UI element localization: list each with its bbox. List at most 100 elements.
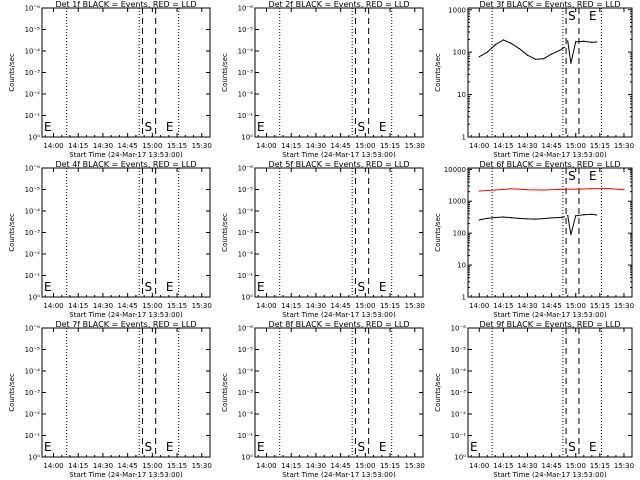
panel-9-ytick-label-4: 10⁻⁴ bbox=[451, 368, 467, 376]
panel-6-series-1-point bbox=[575, 215, 577, 217]
panel-2-ytick-label-6: 10⁻⁶ bbox=[238, 5, 254, 13]
panel-6-series-0-point bbox=[623, 189, 625, 191]
panel-4-ytick-label-4: 10⁻⁴ bbox=[25, 208, 41, 216]
panel-6-xtick-label-2: 14:30 bbox=[517, 302, 537, 310]
panel-5-ytick-label-4: 10⁻⁴ bbox=[238, 208, 254, 216]
panel-8-ylabel: Counts/sec bbox=[221, 373, 229, 412]
panel-1-marker-s-1: S bbox=[144, 120, 152, 134]
panel-3-series-0-point bbox=[551, 53, 553, 55]
panel-2-ytick-label-0: 10⁰ bbox=[241, 134, 253, 142]
panel-4-frame bbox=[41, 167, 211, 298]
panel-7-ytick-label-3: 10⁻³ bbox=[25, 389, 41, 397]
panel-7-xtick-label-4: 15:00 bbox=[142, 462, 162, 470]
panel-7-frame bbox=[41, 327, 211, 458]
panel-6-xlabel: Start Time (24-Mar-17 13:53:00) bbox=[493, 311, 607, 319]
panel-6-series-0-point bbox=[575, 188, 577, 190]
panel-1-xlabel: Start Time (24-Mar-17 13:53:00) bbox=[69, 151, 183, 159]
panel-6-series-1-point bbox=[591, 213, 593, 215]
panel-7-ytick-label-4: 10⁻⁴ bbox=[25, 368, 41, 376]
panel-3-series-0-point bbox=[518, 48, 521, 50]
panel-5-xtick-label-6: 15:30 bbox=[405, 302, 425, 310]
panel-6-series-1-point bbox=[542, 218, 545, 220]
panel-3-title: Det 3f BLACK = Events, RED = LLD bbox=[479, 0, 620, 9]
panel-3-series-0-point bbox=[570, 62, 572, 64]
panel-6-series-0-point bbox=[542, 189, 545, 191]
panel-9-marker-e-0: E bbox=[470, 440, 478, 454]
panel-7-ytick-label-0: 10⁰ bbox=[28, 454, 40, 462]
panel-6-series-0-point bbox=[591, 188, 593, 190]
panel-1-xtick-label-2: 14:30 bbox=[93, 142, 113, 150]
panel-8-xtick-label-0: 14:00 bbox=[256, 462, 276, 470]
panel-6-series-1-point bbox=[570, 234, 572, 236]
panel-2-ytick-label-3: 10⁻³ bbox=[238, 69, 254, 77]
panel-5: Det 5f BLACK = Events, RED = LLD Counts/s… bbox=[221, 160, 425, 319]
panel-7-xlabel: Start Time (24-Mar-17 13:53:00) bbox=[69, 471, 183, 479]
panel-1-ytick-label-6: 10⁻⁶ bbox=[25, 5, 41, 13]
panel-6-series-1-point bbox=[486, 217, 488, 220]
panel-7-xtick-label-3: 14:45 bbox=[118, 462, 138, 470]
panel-7-ytick-label-2: 10⁻² bbox=[25, 411, 41, 419]
panel-4-xtick-label-4: 15:00 bbox=[142, 302, 162, 310]
panel-3-xtick-label-4: 15:00 bbox=[566, 142, 586, 150]
panel-5-xtick-label-1: 14:15 bbox=[281, 302, 301, 310]
panel-5-marker-s-1: S bbox=[357, 280, 365, 294]
panel-7-xtick-label-0: 14:00 bbox=[43, 462, 63, 470]
panel-9-xtick-label-1: 14:15 bbox=[493, 462, 513, 470]
panel-5-xtick-label-0: 14:00 bbox=[256, 302, 276, 310]
panel-1-ytick-label-2: 10⁻² bbox=[25, 91, 41, 99]
panel-1-xtick-label-3: 14:45 bbox=[118, 142, 138, 150]
panel-7-marker-e-2: E bbox=[166, 440, 174, 454]
panel-6-series-1-point bbox=[567, 214, 569, 217]
panel-2-title: Det 2f BLACK = Events, RED = LLD bbox=[268, 0, 409, 9]
panel-9-xtick-label-5: 15:15 bbox=[590, 462, 610, 470]
panel-4-ytick-label-6: 10⁻⁶ bbox=[25, 165, 41, 173]
panel-5-ytick-label-3: 10⁻³ bbox=[238, 229, 254, 237]
panel-1-ytick-label-4: 10⁻⁴ bbox=[25, 48, 41, 56]
panel-6-series-1-point bbox=[596, 214, 598, 216]
panel-3-xtick-label-1: 14:15 bbox=[493, 142, 513, 150]
panel-6-xtick-label-1: 14:15 bbox=[493, 302, 513, 310]
panel-6-series-0-segment-0 bbox=[479, 187, 625, 192]
panel-8-xtick-label-1: 14:15 bbox=[281, 462, 301, 470]
panel-3-series-0-point bbox=[563, 46, 566, 48]
panel-5-ytick-label-0: 10⁰ bbox=[241, 294, 253, 302]
panel-4: Det 4f BLACK = Events, RED = LLD Counts/s… bbox=[8, 160, 212, 319]
panel-4-xtick-label-5: 15:15 bbox=[167, 302, 187, 310]
panel-8-ytick-label-2: 10⁻² bbox=[238, 411, 254, 419]
panel-2-xtick-label-1: 14:15 bbox=[281, 142, 301, 150]
panel-3-xtick-label-0: 14:00 bbox=[469, 142, 489, 150]
panel-6-xtick-label-4: 15:00 bbox=[566, 302, 586, 310]
panel-7-xtick-label-5: 15:15 bbox=[167, 462, 187, 470]
panel-1-ytick-label-5: 10⁻⁵ bbox=[25, 26, 41, 34]
panel-8-ytick-label-3: 10⁻³ bbox=[238, 389, 254, 397]
panel-1-marker-e-2: E bbox=[166, 120, 174, 134]
panel-6-series-1-point bbox=[518, 217, 521, 220]
panel-3-series-0-point bbox=[534, 58, 537, 60]
panel-9-xtick-label-3: 14:45 bbox=[542, 462, 562, 470]
panel-8-ytick-label-4: 10⁻⁴ bbox=[238, 368, 254, 376]
panel-3-marker-e-1: E bbox=[589, 9, 597, 23]
panel-3-ytick-label-2: 100 bbox=[453, 49, 466, 57]
panel-2-ytick-label-5: 10⁻⁵ bbox=[238, 26, 254, 34]
panel-8-ytick-label-5: 10⁻⁵ bbox=[238, 346, 254, 354]
panel-4-ylabel: Counts/sec bbox=[8, 213, 16, 252]
panel-3-series-0-segment-1 bbox=[567, 40, 597, 64]
panel-9: Det 9f BLACK = Events, RED = LLD Counts/s… bbox=[434, 320, 634, 479]
panel-4-xtick-label-3: 14:45 bbox=[118, 302, 138, 310]
panel-6-marker-e-1: E bbox=[589, 169, 597, 183]
panel-4-xtick-label-0: 14:00 bbox=[43, 302, 63, 310]
panel-4-marker-e-2: E bbox=[166, 280, 174, 294]
panel-2-xtick-label-0: 14:00 bbox=[256, 142, 276, 150]
panel-3-ytick-label-1: 10 bbox=[457, 91, 466, 99]
panel-7-marker-s-1: S bbox=[144, 440, 152, 454]
panel-3-series-0-point bbox=[502, 39, 504, 41]
panel-7-marker-e-0: E bbox=[44, 440, 52, 454]
panel-6-series-1-point bbox=[526, 218, 529, 220]
panel-9-ytick-label-5: 10⁻⁵ bbox=[451, 346, 467, 354]
panel-2-ytick-label-2: 10⁻² bbox=[238, 91, 254, 99]
panel-4-xlabel: Start Time (24-Mar-17 13:53:00) bbox=[69, 311, 183, 319]
panel-6-ytick-label-2: 100 bbox=[453, 230, 466, 238]
panel-8-marker-s-1: S bbox=[357, 440, 365, 454]
panel-3-series-0-point bbox=[478, 56, 480, 58]
panel-2-xtick-label-5: 15:15 bbox=[380, 142, 400, 150]
